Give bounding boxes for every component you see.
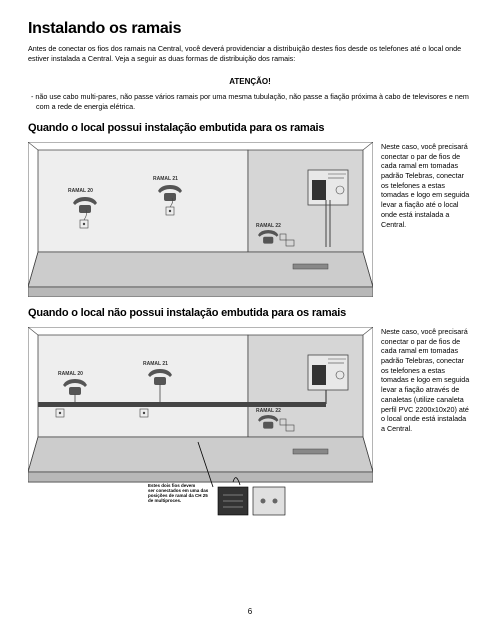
svg-text:RAMAL 20: RAMAL 20 [58, 371, 83, 377]
section2-text: Neste caso, você precisará conectar o pa… [381, 327, 472, 527]
section1-text: Neste caso, você precisará conectar o pa… [381, 142, 472, 297]
label-ramal20: RAMAL 20 [68, 188, 93, 194]
page-title: Instalando os ramais [28, 20, 472, 38]
page-number: 6 [0, 607, 500, 616]
svg-text:RAMAL 21: RAMAL 21 [143, 361, 168, 367]
section1: RAMAL 20 RAMAL 21 RAMAL 22 [28, 142, 472, 297]
svg-text:Estes dois fios devem: Estes dois fios devem ser conectados em … [148, 483, 210, 503]
diagram1: RAMAL 20 RAMAL 21 RAMAL 22 [28, 142, 373, 297]
section2-heading: Quando o local não possui instalação emb… [28, 307, 472, 319]
label-ramal22: RAMAL 22 [256, 223, 281, 229]
attention-label: ATENÇÃO! [229, 77, 271, 86]
svg-text:RAMAL 22: RAMAL 22 [256, 408, 281, 414]
label-ramal21: RAMAL 21 [153, 176, 178, 182]
diagram2: RAMAL 20 RAMAL 21 RAMAL 22 [28, 327, 373, 527]
section1-heading: Quando o local possui instalação embutid… [28, 122, 472, 134]
intro-text: Antes de conectar os fios dos ramais na … [28, 44, 472, 63]
section2: RAMAL 20 RAMAL 21 RAMAL 22 [28, 327, 472, 527]
attention-text: - não use cabo multi-pares, não passe vá… [28, 92, 472, 111]
